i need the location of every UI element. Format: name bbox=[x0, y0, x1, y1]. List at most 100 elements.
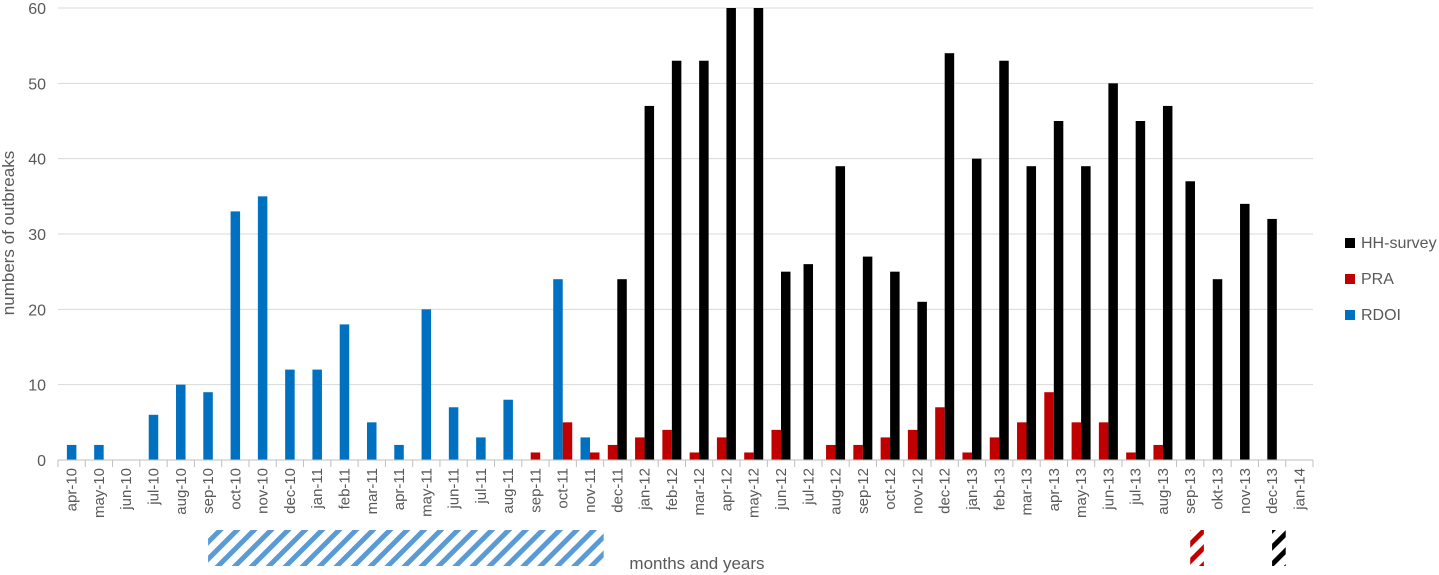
bar-hh-survey bbox=[862, 256, 873, 460]
bars bbox=[66, 8, 1277, 461]
x-tick-label: aug-13 bbox=[1155, 468, 1172, 515]
bar-hh-survey bbox=[1135, 121, 1146, 460]
bar-rdoi bbox=[230, 211, 241, 460]
bar-hh-survey bbox=[890, 271, 900, 460]
x-tick-label: jan-11 bbox=[309, 468, 326, 510]
bar-hh-survey bbox=[999, 60, 1009, 460]
bar-rdoi bbox=[312, 369, 322, 460]
legend-swatch-rdoi bbox=[1345, 310, 1355, 320]
bar-hh-survey bbox=[1240, 203, 1250, 460]
bar-rdoi bbox=[421, 309, 432, 460]
bar-rdoi bbox=[503, 399, 513, 460]
bar-hh-survey bbox=[803, 264, 814, 460]
bar-pra bbox=[744, 452, 754, 460]
legend-swatch-pra bbox=[1345, 274, 1355, 284]
legend: HH-survey PRA RDOI bbox=[1345, 235, 1437, 324]
bar-pra bbox=[562, 422, 573, 460]
bar-rdoi bbox=[203, 392, 213, 460]
bar-hh-survey bbox=[1267, 218, 1277, 460]
x-tick-label: jun-10 bbox=[118, 468, 135, 511]
bar-rdoi bbox=[448, 407, 459, 460]
bar-rdoi bbox=[66, 444, 77, 460]
x-tick-label: apr-13 bbox=[1046, 468, 1063, 511]
x-tick-label: jun-13 bbox=[1100, 468, 1117, 511]
x-tick-label: jul-11 bbox=[473, 468, 490, 505]
bar-rdoi bbox=[94, 444, 104, 460]
x-tick-label: jun-12 bbox=[773, 468, 790, 511]
bar-pra bbox=[962, 452, 972, 460]
x-tick-label: jan-14 bbox=[1291, 468, 1308, 511]
x-tick-label: mar-13 bbox=[1019, 468, 1036, 516]
bar-pra bbox=[880, 437, 891, 460]
x-tick-label: oct-10 bbox=[227, 468, 244, 510]
bar-hh-survey bbox=[835, 166, 846, 460]
legend-label-pra: PRA bbox=[1361, 271, 1394, 288]
x-tick-label: apr-10 bbox=[64, 468, 81, 511]
bar-pra bbox=[907, 429, 918, 460]
legend-swatch-hh-survey bbox=[1345, 238, 1355, 248]
bar-hh-survey bbox=[699, 60, 709, 460]
y-tick-label: 30 bbox=[28, 227, 46, 244]
x-tick-label: apr-11 bbox=[391, 468, 408, 510]
bar-pra bbox=[1153, 444, 1163, 460]
y-tick-label: 0 bbox=[37, 453, 46, 470]
x-tick-label: dec-13 bbox=[1264, 468, 1281, 514]
y-tick-label: 60 bbox=[28, 1, 46, 18]
x-tick-label: nov-12 bbox=[909, 468, 926, 514]
bar-pra bbox=[853, 444, 863, 460]
bar-hh-survey bbox=[1026, 166, 1037, 460]
bar-pra bbox=[1126, 452, 1136, 460]
bar-hh-survey bbox=[644, 105, 655, 460]
x-tick-label: sep-12 bbox=[855, 468, 872, 514]
x-tick-label: jul-10 bbox=[145, 468, 162, 506]
legend-label-hh-survey: HH-survey bbox=[1361, 235, 1437, 252]
bar-hh-survey bbox=[1081, 166, 1091, 460]
x-tick-label: jan-13 bbox=[964, 468, 981, 511]
x-tick-label: may-11 bbox=[418, 468, 435, 517]
x-tick-label: nov-10 bbox=[255, 468, 272, 514]
x-tick-label: jul-12 bbox=[800, 468, 817, 506]
y-tick-label: 50 bbox=[28, 76, 46, 93]
x-tick-label: sep-13 bbox=[1182, 468, 1199, 514]
bar-hh-survey bbox=[671, 60, 682, 460]
x-tick-label: oct-12 bbox=[882, 468, 899, 510]
bar-hh-survey bbox=[726, 8, 736, 460]
x-tick-label: dec-10 bbox=[282, 468, 299, 514]
x-tick-label: sep-11 bbox=[527, 468, 544, 513]
period-marker-rdoi bbox=[208, 530, 604, 566]
legend-label-rdoi: RDOI bbox=[1361, 307, 1401, 324]
y-axis-label: numbers of outbreaks bbox=[0, 151, 18, 315]
bar-pra bbox=[771, 429, 781, 460]
bar-pra bbox=[1098, 422, 1109, 460]
y-tick-label: 40 bbox=[28, 152, 46, 169]
bar-hh-survey bbox=[971, 158, 982, 460]
period-marker-hh-survey bbox=[1272, 530, 1286, 566]
bar-pra bbox=[935, 407, 945, 460]
x-tick-label: aug-11 bbox=[500, 468, 517, 514]
x-tick-label: feb-11 bbox=[336, 468, 353, 509]
bar-pra bbox=[716, 437, 727, 460]
x-axis-label: months and years bbox=[629, 554, 764, 573]
x-tick-label: aug-12 bbox=[828, 468, 845, 515]
x-tick-label: nov-11 bbox=[582, 468, 599, 513]
x-tick-label: sep-10 bbox=[200, 468, 217, 514]
bar-rdoi bbox=[580, 437, 591, 460]
bar-pra bbox=[635, 437, 645, 460]
bar-hh-survey bbox=[1212, 279, 1223, 460]
bar-rdoi bbox=[476, 437, 486, 460]
bar-pra bbox=[1044, 392, 1054, 460]
bar-hh-survey bbox=[1162, 105, 1173, 460]
x-tick-label: may-10 bbox=[91, 468, 108, 518]
x-tick-label: dec-11 bbox=[609, 468, 626, 513]
bar-hh-survey bbox=[753, 8, 764, 460]
bar-rdoi bbox=[285, 369, 295, 460]
bar-pra bbox=[1071, 422, 1082, 460]
bar-hh-survey bbox=[1185, 181, 1195, 460]
x-tick-label: okt-13 bbox=[1210, 468, 1227, 510]
y-tick-label: 10 bbox=[28, 378, 46, 395]
x-tick-label: dec-12 bbox=[937, 468, 954, 514]
bar-pra bbox=[826, 444, 836, 460]
x-tick-label: nov-13 bbox=[1237, 468, 1254, 514]
x-axis: apr-10 may-10 jun-10 jul-10 aug-10 sep-10 oct-… bbox=[57, 459, 1314, 518]
